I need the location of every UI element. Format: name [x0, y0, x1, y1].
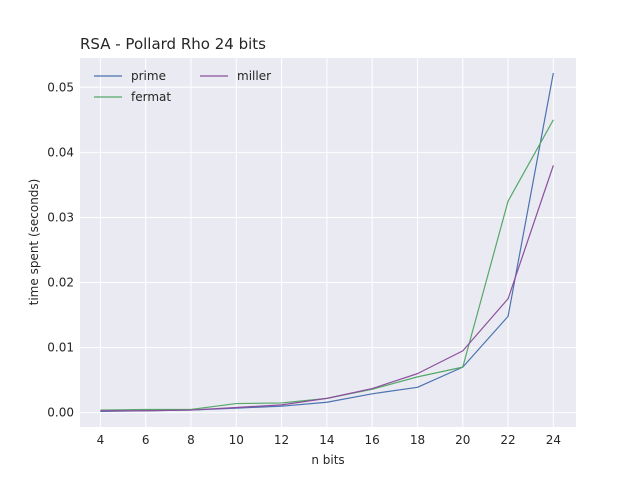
legend-label-miller: miller — [237, 69, 271, 83]
x-tick-label: 6 — [142, 433, 150, 447]
y-gridlines — [80, 86, 576, 414]
legend: prime fermat miller — [94, 69, 271, 104]
y-tick-label: 0.03 — [47, 210, 74, 224]
x-tick-label: 10 — [229, 433, 244, 447]
x-gridlines — [99, 58, 554, 427]
x-tick-label: 8 — [187, 433, 195, 447]
x-tick-label: 14 — [319, 433, 334, 447]
plot-area — [80, 58, 576, 427]
chart-title: RSA - Pollard Rho 24 bits — [80, 35, 266, 53]
x-tick-labels: 4 6 8 10 12 14 16 18 20 22 24 — [97, 433, 561, 447]
legend-label-fermat: fermat — [131, 90, 171, 104]
legend-label-prime: prime — [131, 69, 166, 83]
y-tick-labels: 0.00 0.01 0.02 0.03 0.04 0.05 — [47, 80, 74, 419]
series-line-miller — [100, 165, 554, 412]
x-tick-label: 12 — [274, 433, 289, 447]
y-tick-label: 0.04 — [47, 145, 74, 159]
x-tick-label: 24 — [546, 433, 561, 447]
y-axis-label: time spent (seconds) — [27, 179, 41, 306]
x-tick-label: 16 — [365, 433, 380, 447]
x-tick-label: 20 — [455, 433, 470, 447]
y-tick-label: 0.02 — [47, 276, 74, 290]
x-tick-label: 22 — [500, 433, 515, 447]
series-lines — [100, 72, 554, 412]
x-tick-label: 18 — [410, 433, 425, 447]
x-axis-label: n bits — [311, 453, 344, 467]
x-tick-label: 4 — [97, 433, 105, 447]
y-tick-label: 0.00 — [47, 406, 74, 420]
y-tick-label: 0.01 — [47, 341, 74, 355]
y-tick-label: 0.05 — [47, 80, 74, 94]
